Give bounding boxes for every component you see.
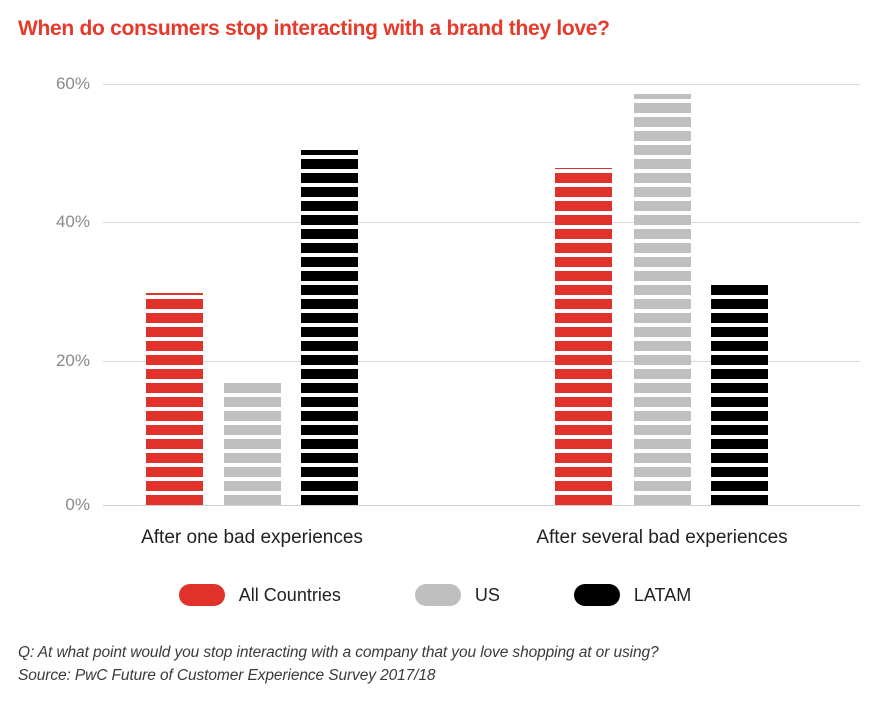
- legend-swatch-us: [414, 584, 461, 606]
- bar-fill: [555, 168, 612, 505]
- footnote-source: Source: PwC Future of Customer Experienc…: [18, 667, 436, 685]
- gridline-20: [103, 361, 860, 362]
- bar-fill: [146, 293, 203, 505]
- legend-label-all-countries: All Countries: [238, 584, 341, 605]
- bar-all-countries-after-several[interactable]: [555, 168, 612, 505]
- bar-latam-after-several[interactable]: [711, 282, 768, 505]
- bar-fill: [301, 150, 358, 505]
- legend-item-all-countries[interactable]: All Countries: [178, 584, 341, 606]
- y-axis-tick-0: 0%: [65, 495, 90, 514]
- page-title: When do consumers stop interacting with …: [18, 17, 610, 40]
- legend-item-latam[interactable]: LATAM: [573, 584, 692, 606]
- bar-fill: [711, 282, 768, 505]
- chart-footnote: Q: At what point would you stop interact…: [18, 641, 659, 688]
- x-axis-label-after-several: After several bad experiences: [536, 527, 788, 548]
- bar-us-after-one[interactable]: [224, 379, 281, 505]
- legend-label-latam: LATAM: [633, 584, 692, 605]
- y-axis-tick-20: 20%: [55, 351, 90, 370]
- legend-item-us[interactable]: US: [414, 584, 500, 606]
- x-axis-label-after-one: After one bad experiences: [141, 527, 363, 548]
- bar-fill: [634, 94, 691, 505]
- gridline-60: [103, 84, 860, 85]
- bar-us-after-several[interactable]: [634, 94, 691, 505]
- legend-swatch-latam: [573, 584, 620, 606]
- legend-label-us: US: [474, 584, 500, 605]
- footnote-question: Q: At what point would you stop interact…: [18, 644, 659, 661]
- y-axis-tick-40: 40%: [55, 212, 90, 231]
- bar-all-countries-after-one[interactable]: [146, 293, 203, 505]
- bar-latam-after-one[interactable]: [301, 150, 358, 505]
- bar-fill: [224, 379, 281, 505]
- chart-legend: All Countries US LATAM: [0, 584, 870, 606]
- y-axis-tick-60: 60%: [55, 74, 90, 93]
- gridline-40: [103, 222, 860, 223]
- gridline-0: [103, 505, 860, 506]
- legend-swatch-all-countries: [178, 584, 225, 606]
